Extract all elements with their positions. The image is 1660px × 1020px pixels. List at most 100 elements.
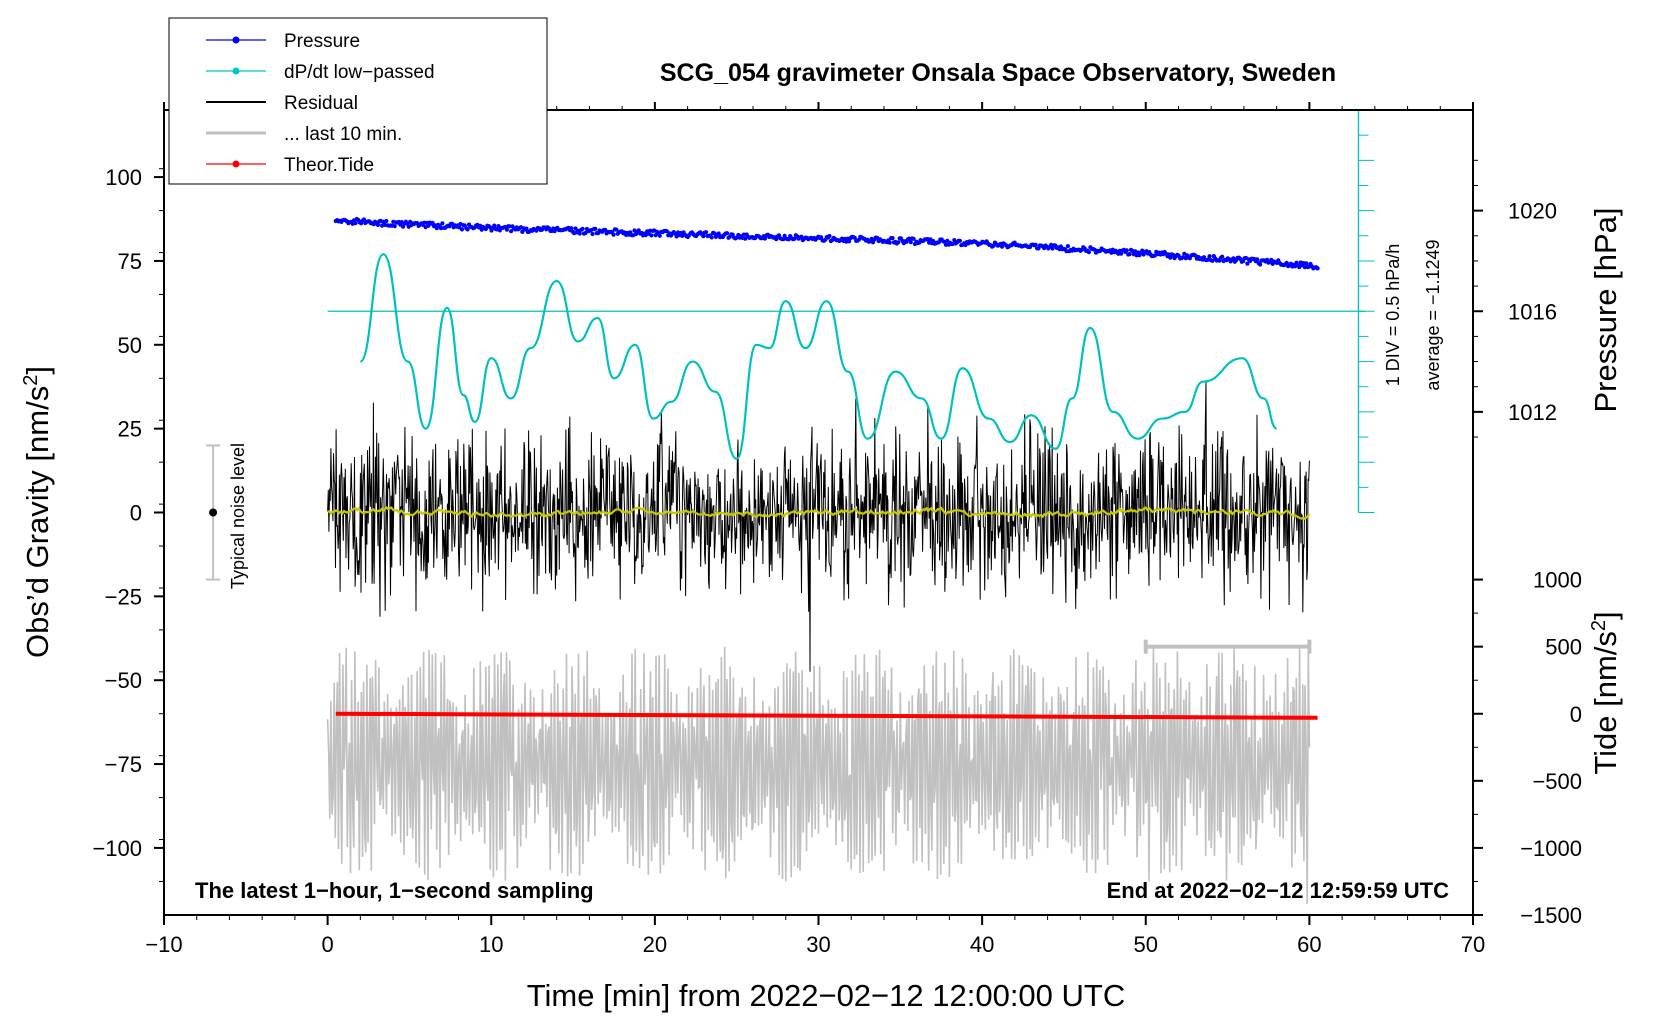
pressure-point <box>701 234 706 239</box>
pressure-point <box>577 231 582 236</box>
pressure-point <box>573 226 578 231</box>
pressure-point <box>1284 260 1289 265</box>
pressure-point <box>1124 248 1129 253</box>
y-tick-label: 75 <box>118 249 142 274</box>
pressure-point <box>1315 266 1320 271</box>
y-axis-label-gravity: Obs’d Gravity [nm/s2] <box>20 366 55 658</box>
tide-tick-label: 0 <box>1570 702 1582 727</box>
legend-item-dpdt: dP/dt low−passed <box>206 62 435 83</box>
pressure-point <box>611 232 616 237</box>
pressure-tick-label: 1012 <box>1508 400 1557 425</box>
legend-item-pressure: Pressure <box>206 31 360 52</box>
y-tick-label: 25 <box>118 417 142 442</box>
residual-series <box>327 380 1310 672</box>
x-tick-label: 50 <box>1134 932 1158 957</box>
x-tick-label: 60 <box>1297 932 1321 957</box>
pressure-point <box>1245 261 1250 266</box>
x-tick-label: 40 <box>970 932 994 957</box>
x-tick-label: 10 <box>479 932 503 957</box>
pressure-tick-label: 1016 <box>1508 299 1557 324</box>
pressure-point <box>375 222 380 227</box>
pressure-point <box>392 224 397 229</box>
pressure-tick-label: 1020 <box>1508 199 1557 224</box>
y-axis-pressure: 1020 1016 1012 <box>1473 159 1557 438</box>
y-axis-gravity: 100 75 50 25 0 −25 −50 −75 −100 <box>92 165 164 882</box>
pressure-point <box>593 226 598 231</box>
x-tick-label: 30 <box>806 932 830 957</box>
pressure-point <box>1119 251 1124 256</box>
pressure-point <box>957 238 963 243</box>
pressure-point <box>492 223 497 228</box>
tide-tick-label: −1500 <box>1520 903 1582 928</box>
y-tick-label: −100 <box>92 836 142 861</box>
pressure-point <box>1304 261 1309 266</box>
pressure-point <box>999 244 1005 249</box>
pressure-point <box>504 227 509 232</box>
residual-smoothed-series <box>327 506 1311 520</box>
pressure-point <box>908 240 913 245</box>
y-axis-label-tide: Tide [nm/s2] <box>1588 611 1623 774</box>
pressure-point <box>1127 252 1132 257</box>
y-tick-label: 50 <box>118 333 142 358</box>
pressure-point <box>569 226 574 231</box>
pressure-point <box>716 231 721 236</box>
pressure-point <box>590 231 595 237</box>
pressure-point <box>1065 244 1070 249</box>
pressure-point <box>520 229 525 234</box>
y-tick-label: 100 <box>105 165 142 190</box>
pressure-point <box>709 235 714 240</box>
pressure-point <box>1258 262 1263 267</box>
tide-tick-label: −1000 <box>1520 836 1582 861</box>
pressure-point <box>465 227 470 232</box>
y-tick-label: 0 <box>130 501 142 526</box>
pressure-point <box>911 236 916 241</box>
dpdt-scale-ruler <box>1357 109 1375 513</box>
pressure-point <box>1255 257 1260 262</box>
pressure-point <box>827 233 832 239</box>
pressure-point <box>361 217 366 222</box>
last-10-min-series <box>326 646 1311 905</box>
pressure-point <box>952 238 957 243</box>
pressure-point <box>1033 242 1038 247</box>
legend-label-tide: Theor.Tide <box>284 155 374 176</box>
tide-tick-label: 500 <box>1545 635 1582 660</box>
pressure-point <box>384 218 389 224</box>
corner-note-right: End at 2022−02−12 12:59:59 UTC <box>1107 878 1450 903</box>
pressure-point <box>524 226 529 231</box>
y-tick-label: −75 <box>105 752 142 777</box>
pressure-point <box>1168 255 1173 260</box>
pressure-point <box>1210 258 1215 263</box>
pressure-point <box>440 221 445 226</box>
pressure-point <box>509 229 514 234</box>
pressure-point <box>1086 250 1091 255</box>
legend-label-pressure: Pressure <box>284 31 360 52</box>
pressure-point <box>1207 254 1212 259</box>
pressure-point <box>430 220 435 225</box>
y-tick-label: −25 <box>105 584 142 609</box>
pressure-point <box>657 233 662 238</box>
pressure-point <box>704 230 709 235</box>
last-10-min-bar <box>1143 639 1312 654</box>
pressure-point <box>614 227 619 232</box>
x-axis-label: Time [min] from 2022−02−12 12:00:00 UTC <box>527 978 1126 1013</box>
x-tick-label: 70 <box>1461 932 1485 957</box>
pressure-point <box>725 231 730 236</box>
x-axis: −10 0 10 20 30 40 50 60 70 <box>145 102 1485 957</box>
tide-tick-label: −500 <box>1532 769 1582 794</box>
pressure-point <box>762 236 768 241</box>
legend-label-last10: ... last 10 min. <box>284 124 402 145</box>
x-tick-label: 20 <box>643 932 667 957</box>
dpdt-scale-label: 1 DIV = 0.5 hPa/h <box>1383 244 1403 387</box>
y-axis-label-pressure: Pressure [hPa] <box>1588 207 1623 412</box>
pressure-point <box>896 240 901 245</box>
legend-item-last10: ... last 10 min. <box>206 124 402 145</box>
pressure-point <box>887 240 892 245</box>
legend-label-dpdt: dP/dt low−passed <box>284 62 435 83</box>
x-tick-label: −10 <box>145 932 182 957</box>
y-axis-tide: 1000 500 0 −500 −1000 −1500 <box>1473 568 1582 928</box>
pressure-point <box>819 235 824 240</box>
dpdt-series <box>359 253 1278 460</box>
y-tick-label: −50 <box>105 668 142 693</box>
corner-note-left: The latest 1−hour, 1−second sampling <box>195 878 594 903</box>
